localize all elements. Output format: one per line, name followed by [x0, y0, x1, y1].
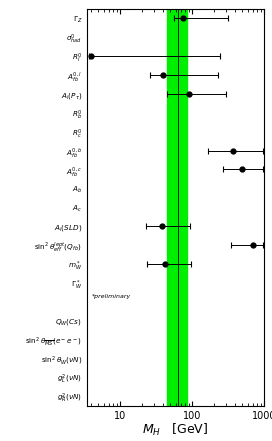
X-axis label: $M_H$   [GeV]: $M_H$ [GeV]: [142, 422, 209, 438]
Text: *preliminary: *preliminary: [91, 294, 131, 299]
Bar: [167, 9, 187, 406]
